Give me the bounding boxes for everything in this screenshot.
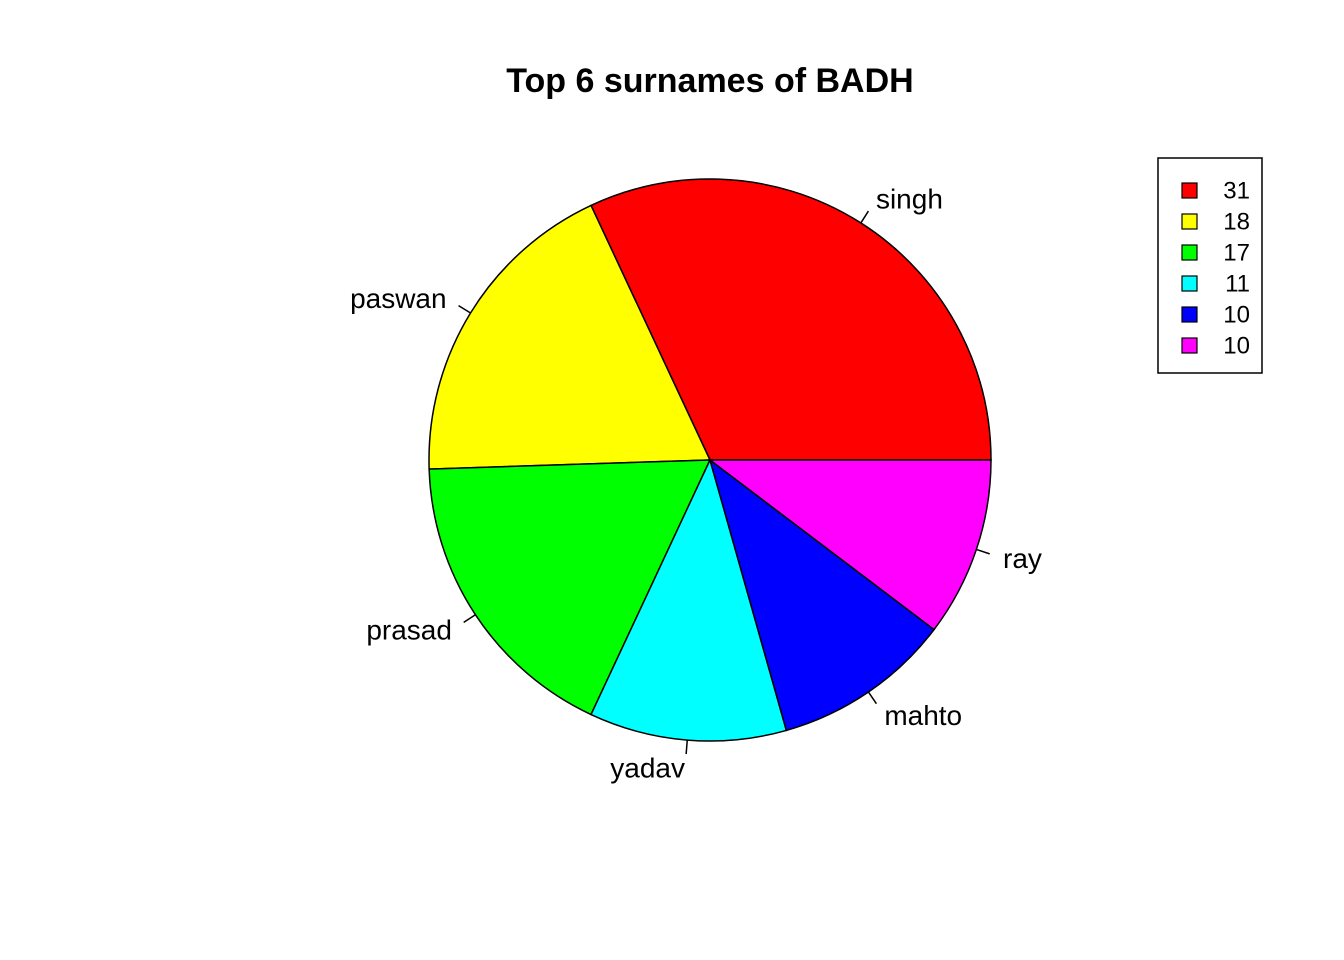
pie-slice-ray <box>707 459 992 631</box>
legend-swatch-4 <box>1181 275 1198 292</box>
pie-label-ray: ray <box>1003 543 1042 574</box>
pie-labels: singh paswan prasad yadav mahto ray <box>350 184 1042 784</box>
pie-label-tick-paswan <box>458 304 471 314</box>
legend: 31 18 17 11 10 10 <box>1157 157 1263 374</box>
pie-slice-mahto <box>708 458 936 732</box>
legend-label-6: 10 <box>1223 333 1250 360</box>
pie-slice-singh <box>590 178 992 461</box>
pie-slices <box>428 178 992 742</box>
legend-swatch-3 <box>1181 244 1198 261</box>
legend-swatch-1 <box>1181 182 1198 199</box>
legend-swatch-6 <box>1181 337 1198 354</box>
legend-swatch-5 <box>1181 306 1198 323</box>
pie-label-mahto: mahto <box>884 700 962 731</box>
legend-label-1: 31 <box>1223 178 1250 205</box>
pie-label-tick-singh <box>860 210 870 224</box>
pie-label-prasad: prasad <box>366 615 452 646</box>
pie-label-paswan: paswan <box>350 283 447 314</box>
pie-slice-yadav <box>590 457 788 742</box>
pie-label-yadav: yadav <box>610 753 685 784</box>
pie-label-singh: singh <box>876 184 943 215</box>
legend-label-5: 10 <box>1223 302 1250 329</box>
pie-label-tick-mahto <box>867 691 878 705</box>
legend-swatch-2 <box>1181 213 1198 230</box>
legend-box <box>1157 157 1263 374</box>
pie-slice-prasad <box>428 459 712 716</box>
chart-title: Top 6 surnames of BADH <box>506 62 913 100</box>
pie-label-tick-prasad <box>463 614 476 624</box>
pie-label-tick-ray <box>976 548 990 555</box>
legend-label-3: 17 <box>1223 240 1250 267</box>
legend-label-4: 11 <box>1225 271 1250 298</box>
legend-label-2: 18 <box>1223 209 1250 236</box>
pie-label-tick-yadav <box>685 740 689 755</box>
